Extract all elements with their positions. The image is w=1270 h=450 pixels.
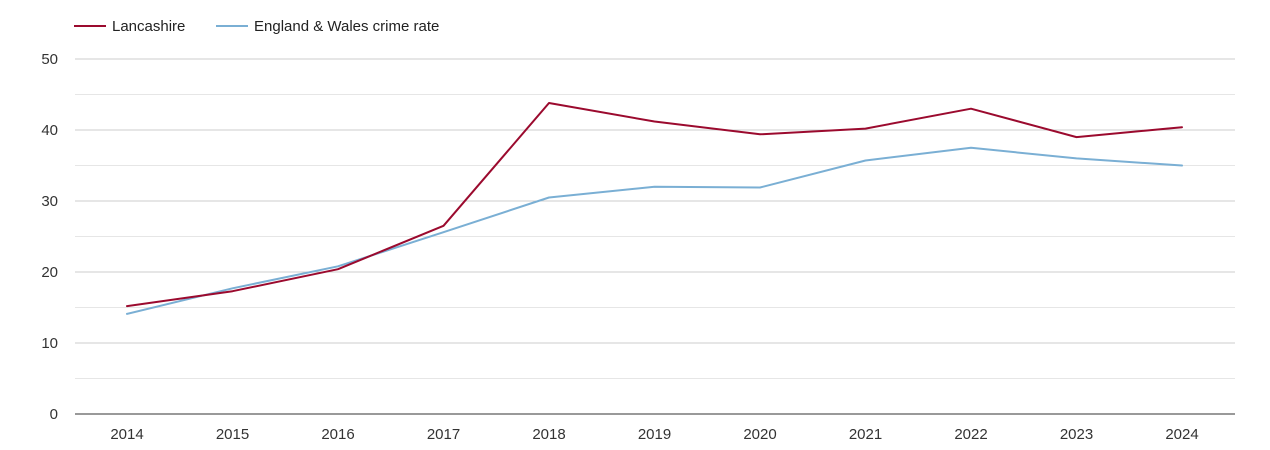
x-tick-label: 2024 [1165, 426, 1198, 443]
series-lines [126, 102, 1183, 315]
axes: 0 10 20 30 40 50 2014 2015 2016 2017 2018 2019 2020 2… [41, 51, 1235, 443]
legend-label-england-wales: England & Wales crime rate [254, 18, 439, 35]
grid-lines [75, 58, 1235, 379]
x-tick-label: 2014 [110, 426, 143, 443]
y-tick-label: 30 [41, 193, 58, 210]
y-tick-label: 10 [41, 335, 58, 352]
x-tick-label: 2022 [954, 426, 987, 443]
series-line-lancashire [126, 102, 1183, 308]
y-tick-label: 0 [50, 406, 58, 423]
y-tick-label: 20 [41, 264, 58, 281]
x-tick-label: 2023 [1060, 426, 1093, 443]
x-tick-label: 2017 [427, 426, 460, 443]
legend-label-lancashire: Lancashire [112, 18, 185, 35]
x-tick-label: 2018 [532, 426, 565, 443]
x-tick-label: 2020 [743, 426, 776, 443]
legend-item-england-wales[interactable]: England & Wales crime rate [216, 18, 439, 35]
series-line-england-wales-crime-rate [126, 146, 1183, 315]
legend-item-lancashire[interactable]: Lancashire [74, 18, 185, 35]
x-tick-label: 2021 [849, 426, 882, 443]
x-tick-label: 2015 [216, 426, 249, 443]
y-tick-label: 40 [41, 122, 58, 139]
x-tick-label: 2019 [638, 426, 671, 443]
x-tick-label: 2016 [321, 426, 354, 443]
legend: Lancashire England & Wales crime rate [74, 18, 439, 35]
y-tick-label: 50 [41, 51, 58, 68]
